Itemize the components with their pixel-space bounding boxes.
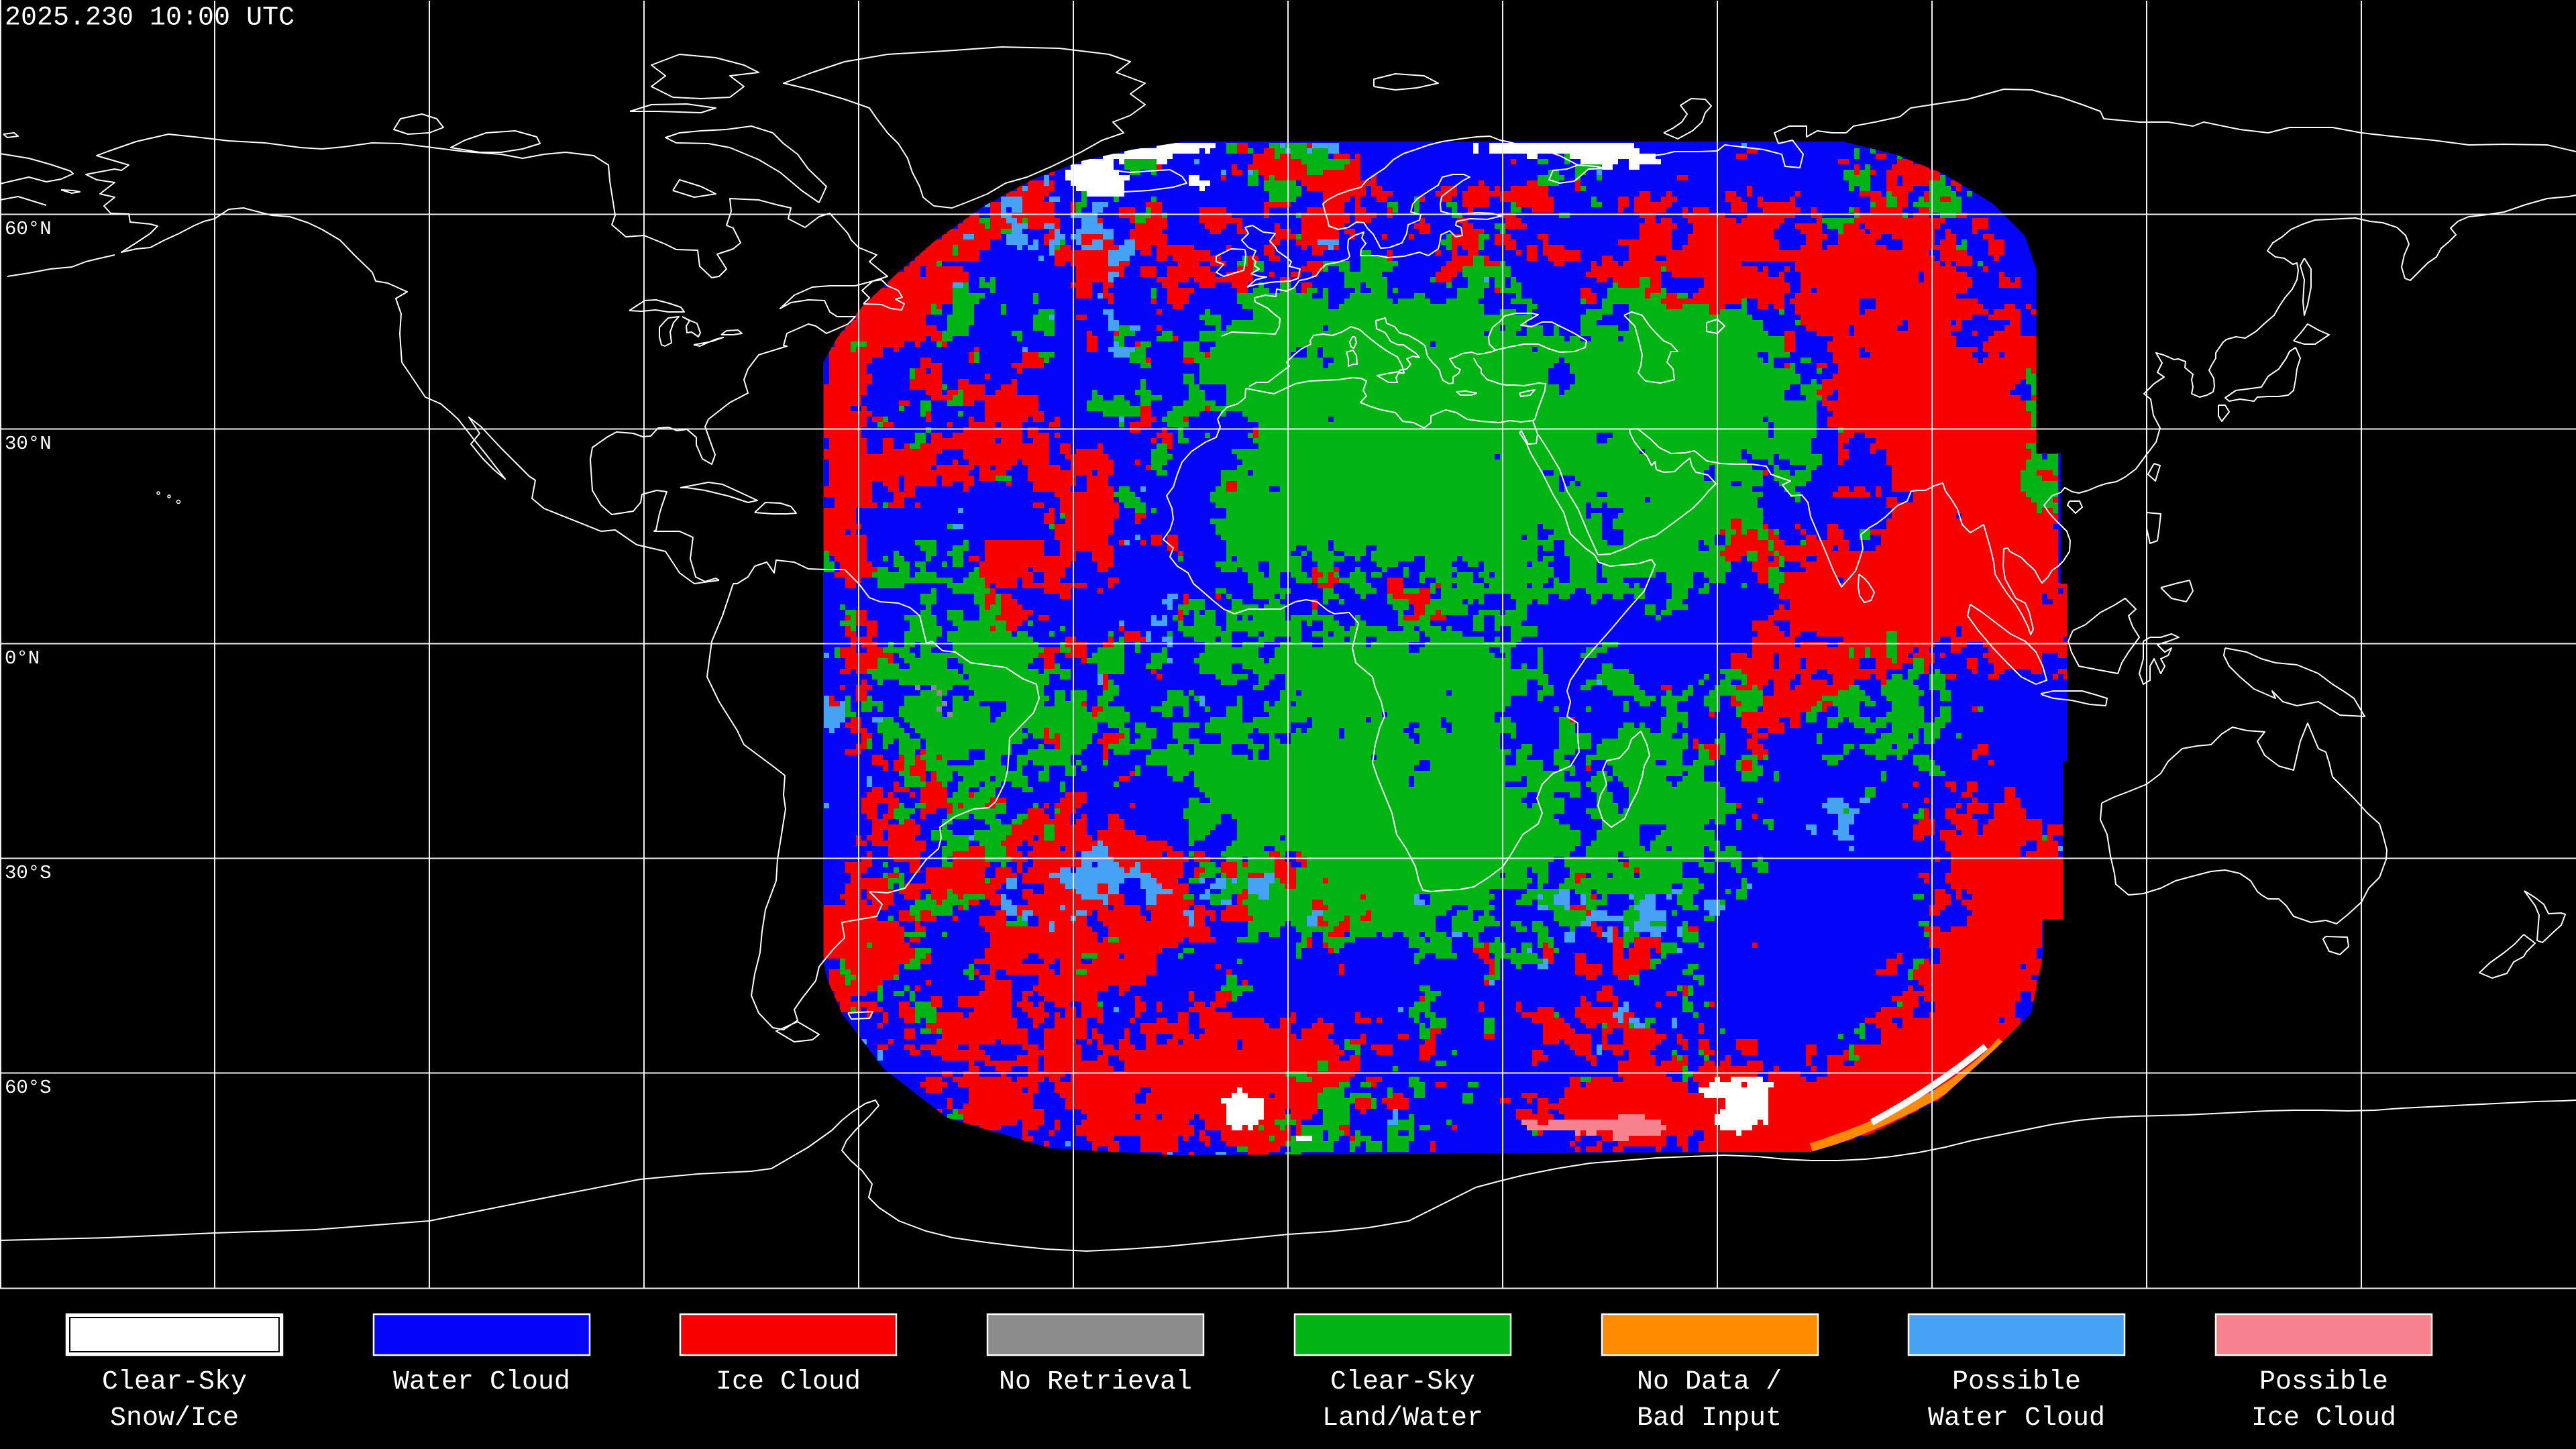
svg-text:No Data /: No Data / — [1637, 1367, 1782, 1397]
svg-text:Bad Input: Bad Input — [1637, 1403, 1782, 1434]
svg-text:Ice Cloud: Ice Cloud — [716, 1367, 861, 1397]
svg-text:30°N: 30°N — [5, 433, 52, 455]
svg-text:60°N: 60°N — [5, 218, 52, 240]
svg-text:Land/Water: Land/Water — [1322, 1403, 1483, 1434]
svg-text:60°S: 60°S — [5, 1077, 52, 1099]
svg-text:2025.230 10:00 UTC: 2025.230 10:00 UTC — [5, 3, 294, 34]
svg-text:Clear-Sky: Clear-Sky — [102, 1367, 247, 1397]
svg-text:Water Cloud: Water Cloud — [393, 1367, 570, 1397]
svg-text:Possible: Possible — [1952, 1367, 2081, 1397]
svg-text:Possible: Possible — [2259, 1367, 2388, 1397]
svg-text:Water Cloud: Water Cloud — [1928, 1403, 2105, 1434]
svg-text:Ice Cloud: Ice Cloud — [2251, 1403, 2396, 1434]
svg-text:30°S: 30°S — [5, 862, 52, 884]
svg-text:Snow/Ice: Snow/Ice — [110, 1403, 239, 1434]
svg-text:0°N: 0°N — [5, 647, 40, 669]
svg-text:Clear-Sky: Clear-Sky — [1330, 1367, 1475, 1397]
svg-text:No Retrieval: No Retrieval — [999, 1367, 1192, 1397]
